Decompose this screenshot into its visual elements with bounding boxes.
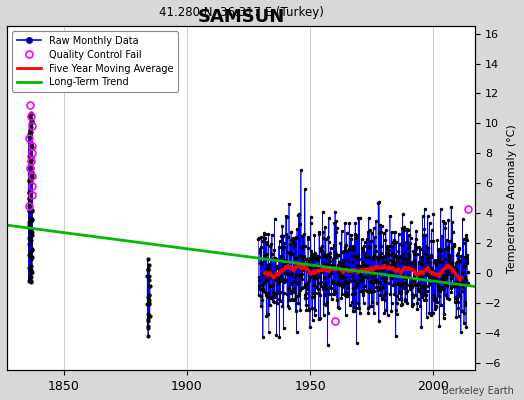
Text: 41.280 N, 36.317 E (Turkey): 41.280 N, 36.317 E (Turkey) (159, 6, 323, 19)
Y-axis label: Temperature Anomaly (°C): Temperature Anomaly (°C) (507, 124, 517, 272)
Legend: Raw Monthly Data, Quality Control Fail, Five Year Moving Average, Long-Term Tren: Raw Monthly Data, Quality Control Fail, … (12, 31, 178, 92)
Text: Berkeley Earth: Berkeley Earth (442, 386, 514, 396)
Title: SAMSUN: SAMSUN (198, 8, 285, 26)
